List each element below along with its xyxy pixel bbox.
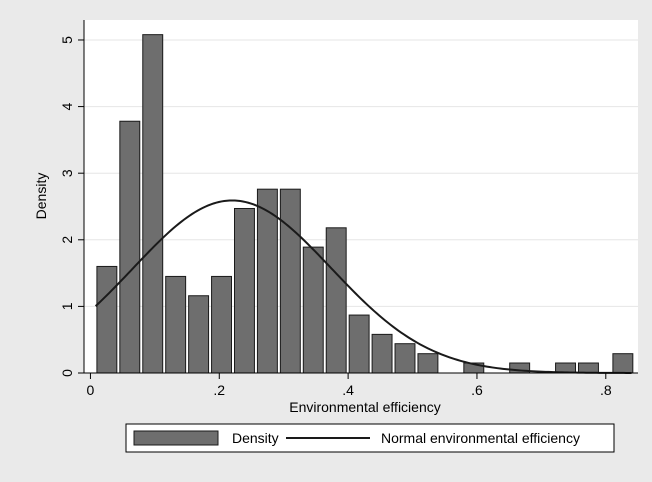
- legend-label-density: Density: [232, 430, 279, 446]
- histogram-bar: [325, 227, 347, 374]
- y-tick-label: 2: [59, 236, 75, 244]
- histogram-bar: [256, 188, 278, 374]
- y-tick-label: 5: [59, 36, 75, 44]
- histogram-bar: [577, 362, 599, 374]
- histogram-bar: [211, 275, 233, 374]
- x-tick-label: 0: [87, 382, 95, 398]
- histogram-bar: [612, 353, 634, 374]
- x-tick-label: .8: [600, 382, 612, 398]
- legend-swatch-density: [133, 430, 219, 446]
- histogram-bar: [302, 246, 324, 374]
- histogram-bar: [394, 343, 416, 374]
- histogram-bar: [234, 207, 255, 374]
- histogram-bar: [119, 120, 141, 374]
- y-tick-label: 0: [59, 369, 75, 377]
- histogram-bar: [417, 353, 439, 374]
- histogram-bar: [371, 333, 393, 374]
- y-axis-label: Density: [33, 173, 49, 220]
- x-tick-label: .4: [342, 382, 354, 398]
- y-tick-label: 1: [59, 302, 75, 310]
- legend-label-normal: Normal environmental efficiency: [381, 430, 580, 446]
- histogram-bar: [142, 34, 164, 374]
- histogram-bar: [348, 314, 370, 374]
- histogram-bar: [96, 265, 118, 374]
- x-axis-label: Environmental efficiency: [289, 399, 440, 415]
- x-tick-label: .2: [213, 382, 225, 398]
- legend: Density Normal environmental efficiency: [125, 423, 615, 453]
- histogram-bar: [165, 275, 187, 374]
- normal-curve-line: [94, 199, 632, 374]
- histogram-bar: [188, 295, 210, 374]
- histogram-bar: [279, 188, 301, 374]
- y-tick-label: 3: [59, 169, 75, 177]
- y-tick-label: 4: [59, 102, 75, 110]
- x-tick-label: .6: [471, 382, 483, 398]
